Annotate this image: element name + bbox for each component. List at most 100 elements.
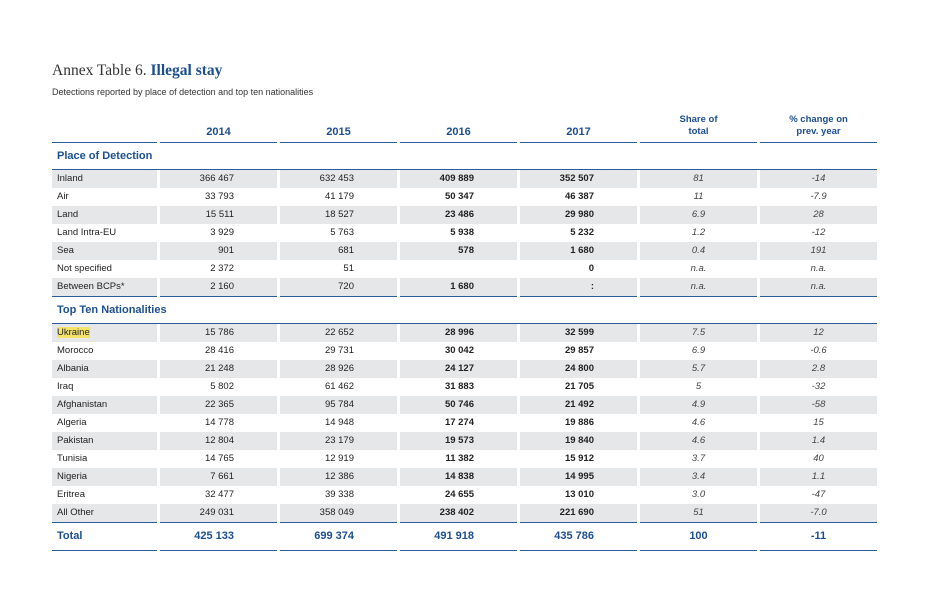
row-label-text: Pakistan <box>57 435 94 446</box>
table-cell: 17 274 <box>444 417 474 428</box>
row-label-text: Eritrea <box>57 489 85 500</box>
row-label-text: Inland <box>57 173 83 184</box>
table-cell: 720 <box>280 278 397 297</box>
row-label-text: Afghanistan <box>57 399 108 410</box>
table-cell: 5 232 <box>570 227 594 238</box>
row-label: Between BCPs* <box>52 278 157 297</box>
section-title: Place of Detection <box>52 143 877 170</box>
table-row: Nigeria 7 661 12 386 14 838 14 995 3.4 1.1 <box>52 468 877 486</box>
table-cell: 6.9 <box>691 345 706 356</box>
table-cell: 3.0 <box>691 489 706 500</box>
table-cell: 14 838 <box>400 468 517 486</box>
table-cell: 578 <box>400 242 517 260</box>
total-label: Total <box>52 523 157 551</box>
table-cell: 221 690 <box>520 504 637 523</box>
table-cell: 81 <box>640 170 757 188</box>
table-cell: 6.9 <box>640 206 757 224</box>
title-text: Illegal stay <box>150 62 223 79</box>
table-cell: 18 527 <box>280 206 397 224</box>
row-label: Inland <box>52 170 157 188</box>
row-label: Land Intra-EU <box>52 224 157 242</box>
table-cell: 5 <box>695 381 702 392</box>
table-title: Annex Table 6. Illegal stay <box>52 62 222 80</box>
table-cell: n.a. <box>760 278 877 297</box>
row-label-text: Between BCPs* <box>57 281 125 292</box>
column-header-text: 2014 <box>206 126 231 138</box>
table-cell: 3 929 <box>210 227 234 238</box>
row-label: Sea <box>52 242 157 260</box>
table-cell: 21 492 <box>520 396 637 414</box>
header-row: 2014 2015 2016 2017 Share of total % change o… <box>52 104 877 143</box>
table-cell: 4.6 <box>640 432 757 450</box>
table-cell: 24 800 <box>520 360 637 378</box>
table-cell: -32 <box>811 381 826 392</box>
table-cell: 12 919 <box>324 453 354 464</box>
row-label: Afghanistan <box>52 396 157 414</box>
table-cell: 352 507 <box>520 170 637 188</box>
section-row: Place of Detection <box>52 143 877 170</box>
table-cell: 28 <box>760 206 877 224</box>
table-cell: 409 889 <box>400 170 517 188</box>
table-cell: n.a. <box>690 263 707 274</box>
table-row: Between BCPs* 2 160 720 1 680: n.a. n.a. <box>52 278 877 297</box>
table-row: Tunisia 14 765 12 919 11 382 15 912 3.7 40 <box>52 450 877 468</box>
table-cell: 29 980 <box>520 206 637 224</box>
table-cell: 29 731 <box>324 345 354 356</box>
table-cell: 29 857 <box>564 345 594 356</box>
table-cell: 1 680 <box>400 278 517 297</box>
row-label-text: Morocco <box>57 345 94 356</box>
row-label-text: Iraq <box>57 381 74 392</box>
table-cell: 24 127 <box>400 360 517 378</box>
table-cell: -0.6 <box>810 345 827 356</box>
table-cell: : <box>520 278 637 297</box>
table-cell: 1 680 <box>520 242 637 260</box>
table-row: Air 33 793 41 179 50 347 46 387 11 -7.9 <box>52 188 877 206</box>
row-label: Tunisia <box>52 450 157 468</box>
header-blank <box>52 104 157 143</box>
table-cell: 5.7 <box>640 360 757 378</box>
table-cell: 19 886 <box>564 417 594 428</box>
section-title: Top Ten Nationalities <box>52 297 877 324</box>
table-cell: 3.4 <box>640 468 757 486</box>
table-cell: 5 802 <box>210 381 234 392</box>
row-label: Ukraine <box>52 324 157 342</box>
table-cell: 12 <box>760 324 877 342</box>
table-row: Iraq 5 802 61 462 31 883 21 705 5 -32 <box>52 378 877 396</box>
table-row: Inland 366 467 632 453 409 889 352 507 81 -14 <box>52 170 877 188</box>
column-header: 2017 <box>520 104 637 143</box>
section-row: Top Ten Nationalities <box>52 297 877 324</box>
row-label-text: Land Intra-EU <box>57 227 117 238</box>
column-header: % change on prev. year <box>760 104 877 143</box>
table-cell: 1.2 <box>691 227 706 238</box>
row-label: Pakistan <box>52 432 157 450</box>
row-label: Not specified <box>52 260 157 278</box>
column-header-text: Share of total <box>679 114 718 137</box>
table-cell: 2 160 <box>160 278 277 297</box>
row-label-text: Air <box>57 191 69 202</box>
table-cell: 15 511 <box>160 206 277 224</box>
table-cell: -47 <box>811 489 826 500</box>
table-cell: 23 486 <box>400 206 517 224</box>
row-label-text: Albania <box>57 363 89 374</box>
table-cell: 61 462 <box>324 381 354 392</box>
row-label-text: Not specified <box>57 263 112 274</box>
total-cell: 699 374 <box>280 523 397 551</box>
table-cell: 28 996 <box>400 324 517 342</box>
table-cell: 5 938 <box>450 227 474 238</box>
row-label: Iraq <box>52 378 157 396</box>
column-header: 2016 <box>400 104 517 143</box>
table-cell: 7.5 <box>640 324 757 342</box>
table-cell: 191 <box>760 242 877 260</box>
table-cell: 21 248 <box>160 360 277 378</box>
row-label-text: Nigeria <box>57 471 88 482</box>
table-cell: 901 <box>160 242 277 260</box>
table-cell: 14 995 <box>520 468 637 486</box>
table-cell: n.a. <box>810 263 827 274</box>
table-cell: 40 <box>813 453 824 464</box>
row-label: All Other <box>52 504 157 523</box>
row-label-text: All Other <box>57 507 94 518</box>
table-cell: 21 705 <box>564 381 594 392</box>
table-label: Annex Table 6. <box>52 62 147 79</box>
table-cell: 249 031 <box>160 504 277 523</box>
column-header: Share of total <box>640 104 757 143</box>
